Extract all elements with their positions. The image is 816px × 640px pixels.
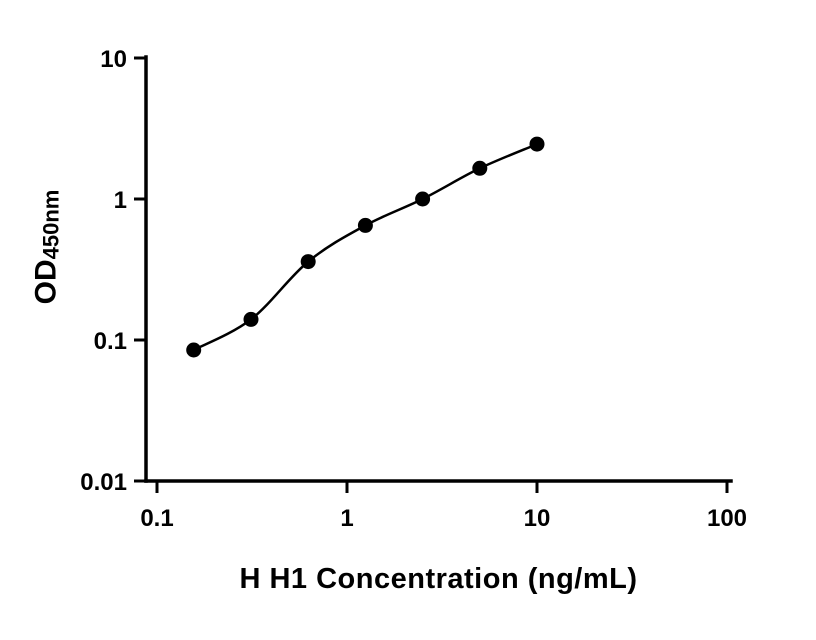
x-tick-label: 100: [707, 505, 747, 532]
y-axis-title-main: OD: [29, 259, 63, 305]
x-tick-label: 0.1: [140, 505, 173, 532]
x-axis-title: H H1 Concentration (ng/mL): [239, 563, 638, 595]
data-point: [472, 160, 488, 176]
y-axis-title-subscript: 450nm: [38, 189, 64, 260]
data-point: [415, 191, 431, 207]
y-tick-label: 1: [114, 187, 127, 214]
data-point: [300, 254, 316, 270]
data-point: [186, 342, 202, 358]
y-axis-title: OD450nm: [30, 190, 65, 305]
y-tick-label: 0.1: [94, 328, 127, 355]
data-point: [243, 311, 259, 327]
y-tick-label: 10: [100, 46, 127, 73]
x-tick-label: 10: [524, 505, 551, 532]
data-point: [357, 217, 373, 233]
y-tick-label: 0.01: [80, 469, 127, 496]
data-point: [529, 136, 545, 152]
x-tick-label: 1: [340, 505, 353, 532]
